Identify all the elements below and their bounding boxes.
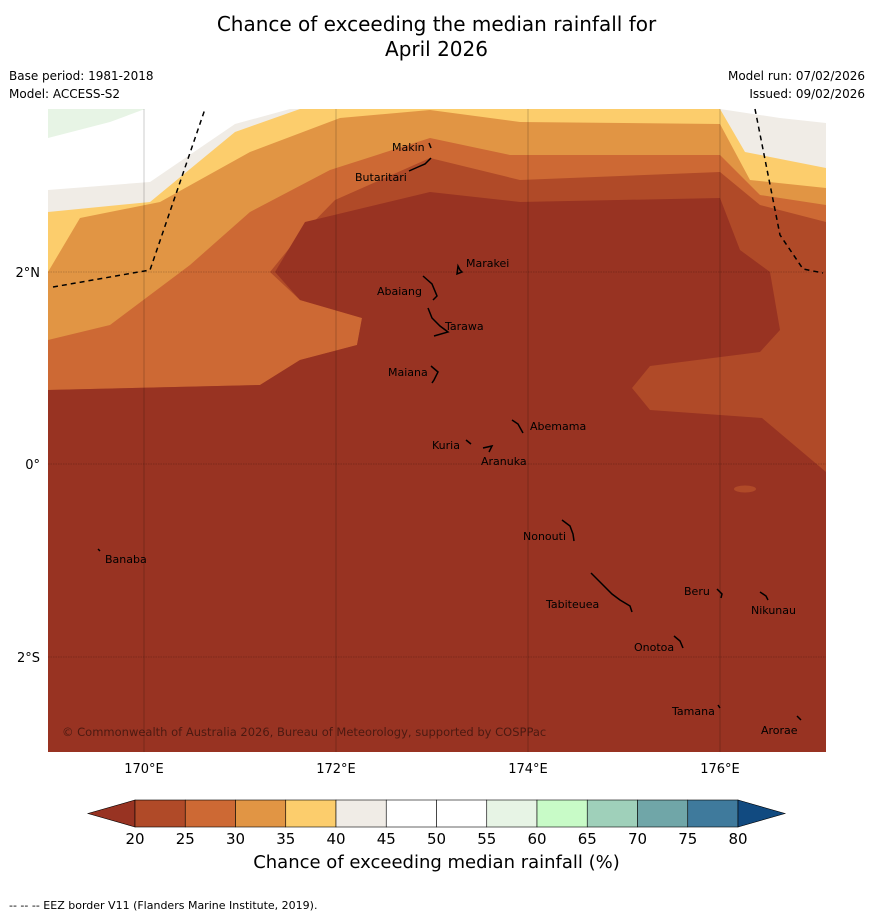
colorbar-extend-low [86, 799, 136, 828]
island-abaiang [422, 275, 438, 301]
label-nikunau: Nikunau [751, 604, 796, 617]
band-light-green [48, 109, 145, 138]
label-onotoa: Onotoa [634, 641, 674, 654]
colorbar-tick: 25 [176, 830, 195, 848]
x-tick-174e: 174°E [508, 762, 548, 777]
colorbar-tick: 65 [578, 830, 597, 848]
map-title: Chance of exceeding the median rainfall … [0, 12, 873, 62]
colorbar-box [285, 799, 337, 828]
x-tick-170e: 170°E [124, 762, 164, 777]
eez-east [754, 108, 824, 274]
colorbar-tick: 30 [226, 830, 245, 848]
colorbar-tick: 70 [628, 830, 647, 848]
colorbar-tick: 80 [728, 830, 747, 848]
y-tick-2s: 2°S [17, 651, 40, 666]
island-tamana [717, 704, 721, 709]
eez-borders [52, 108, 824, 288]
colorbar-box [184, 799, 236, 828]
label-makin: Makin [392, 141, 425, 154]
island-nikunau [759, 591, 769, 601]
colorbar-extend-high [737, 799, 787, 828]
label-butaritari: Butaritari [355, 171, 407, 184]
label-kuria: Kuria [432, 439, 460, 452]
label-banaba: Banaba [105, 553, 147, 566]
issued-date: Issued: 09/02/2026 [749, 87, 865, 101]
model-run: Model run: 07/02/2026 [727, 69, 865, 83]
eez-legend-note: -- -- -- EEZ border V11 (Flanders Marine… [9, 899, 318, 912]
meta-left: Base period: 1981-2018 Model: ACCESS-S2 [9, 67, 154, 103]
label-tamana: Tamana [671, 705, 715, 718]
island-beru [716, 588, 723, 599]
label-aranuka: Aranuka [481, 455, 527, 468]
colorbar-box [335, 799, 387, 828]
label-tabiteuea: Tabiteuea [545, 598, 599, 611]
island-marakei [456, 263, 464, 276]
small-patch-20 [734, 485, 756, 493]
meta-right: Model run: 07/02/2026 Issued: 09/02/2026 [728, 67, 865, 103]
model-name: Model: ACCESS-S2 [9, 87, 121, 101]
colorbar-tick: 60 [527, 830, 546, 848]
eez-west [52, 108, 206, 288]
base-period: Base period: 1981-2018 [9, 69, 154, 83]
y-tick-2n: 2°N [16, 266, 41, 281]
island-makin [428, 142, 432, 149]
colorbar-tick: 50 [427, 830, 446, 848]
island-maiana [430, 365, 439, 384]
colorbar-box [586, 799, 638, 828]
label-tarawa: Tarawa [444, 320, 484, 333]
axis-labels: 170°E 172°E 174°E 176°E 2°N 0° 2°S [16, 266, 740, 777]
colorbar-tick: 20 [125, 830, 144, 848]
colorbar-box [235, 799, 287, 828]
island-butaritari [408, 157, 432, 172]
colorbar: 20 25 30 35 40 45 50 55 60 65 70 75 80 [86, 799, 787, 848]
colorbar-tick: 35 [276, 830, 295, 848]
island-aranuka [482, 444, 494, 453]
island-banaba [97, 548, 101, 552]
label-maiana: Maiana [388, 366, 428, 379]
label-abaiang: Abaiang [377, 285, 422, 298]
label-arorae: Arorae [761, 724, 798, 737]
colorbar-box [637, 799, 689, 828]
colorbar-box [385, 799, 437, 828]
copyright: © Commonwealth of Australia 2026, Bureau… [62, 725, 546, 739]
colorbar-box [436, 799, 488, 828]
colorbar-label: Chance of exceeding median rainfall (%) [253, 852, 620, 873]
colorbar-box [687, 799, 739, 828]
label-beru: Beru [684, 585, 710, 598]
island-arorae [796, 715, 802, 721]
y-tick-0: 0° [25, 458, 40, 473]
island-nonouti [561, 519, 575, 542]
colorbar-box [536, 799, 588, 828]
colorbar-box [134, 799, 186, 828]
contour-fills [48, 109, 826, 752]
island-tarawa [427, 307, 450, 337]
gridlines [48, 109, 826, 752]
colorbar-tick: 45 [377, 830, 396, 848]
label-abemama: Abemama [530, 420, 586, 433]
colorbar-tick: 40 [326, 830, 345, 848]
island-kuria [465, 439, 472, 445]
title-line-2: April 2026 [385, 37, 488, 61]
island-onotoa [673, 635, 684, 649]
label-nonouti: Nonouti [523, 530, 566, 543]
colorbar-box [486, 799, 538, 828]
title-line-1: Chance of exceeding the median rainfall … [216, 12, 657, 36]
x-tick-176e: 176°E [700, 762, 740, 777]
x-tick-172e: 172°E [316, 762, 356, 777]
colorbar-tick: 55 [477, 830, 496, 848]
colorbar-tick: 75 [678, 830, 697, 848]
island-abemama [511, 419, 524, 434]
island-tabiteuea [590, 572, 633, 613]
place-labels: Makin Butaritari Marakei Abaiang Tarawa … [105, 141, 798, 737]
islands [97, 142, 802, 721]
label-marakei: Marakei [466, 257, 509, 270]
